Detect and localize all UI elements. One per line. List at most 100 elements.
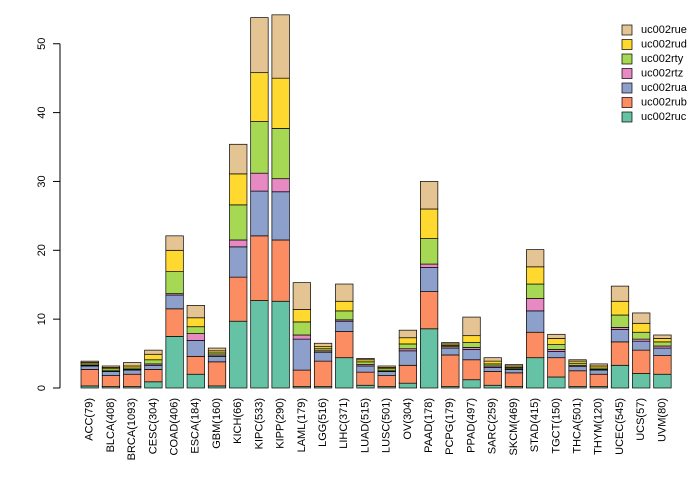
bar-segment-uc002rua — [441, 347, 460, 356]
legend-label: uc002rud — [641, 38, 687, 50]
bar-segment-uc002rue — [186, 305, 205, 319]
bar-segment-uc002rtz — [229, 239, 248, 248]
bar-segment-uc002rud — [165, 249, 184, 272]
legend-item-uc002rub: uc002rub — [621, 96, 687, 108]
y-tick-label: 50 — [36, 38, 48, 50]
bar-segment-uc002rty — [250, 121, 269, 174]
x-tick-label: LUSC(501) — [381, 398, 393, 453]
bar-kipc-533 — [250, 17, 269, 389]
x-tick-label: PPAD(497) — [465, 398, 477, 453]
bar-kich-66 — [229, 143, 248, 389]
bar-segment-uc002rua — [80, 365, 99, 370]
x-tick-label: CESC(304) — [147, 398, 159, 454]
bar-segment-uc002rue — [271, 14, 290, 79]
bar-segment-uc002rue — [483, 357, 502, 362]
x-tick-label: THCA(501) — [571, 398, 583, 454]
bar-segment-uc002rua — [165, 294, 184, 310]
bar-kipp-290 — [271, 14, 290, 389]
bar-segment-uc002rue — [80, 360, 99, 363]
bar-tgct-150 — [547, 333, 566, 389]
bar-ucec-545 — [610, 285, 630, 389]
bar-segment-uc002rua — [632, 340, 651, 351]
bar-segment-uc002rua — [356, 365, 375, 373]
bar-esca-184 — [186, 305, 205, 389]
bar-segment-uc002rtz — [271, 178, 290, 193]
x-tick-label: SKCM(469) — [508, 398, 520, 455]
bar-segment-uc002rua — [123, 369, 142, 375]
legend-label: uc002rty — [641, 53, 684, 65]
bar-segment-uc002rue — [462, 316, 481, 337]
y-axis: 0 10 20 30 40 50 — [36, 38, 61, 391]
x-axis-labels: ACC(79) BLCA(408) BRCA(1093) CESC(304) COAD(… — [84, 398, 669, 460]
bar-segment-uc002rub — [356, 371, 375, 386]
y-tick-label: 0 — [36, 385, 48, 391]
bar-segment-uc002rtz — [420, 263, 439, 268]
bar-segment-uc002rue — [101, 365, 121, 368]
bar-segment-uc002ruc — [462, 379, 481, 389]
bar-segment-uc002rty — [420, 238, 439, 265]
bar-segment-uc002ruc — [229, 320, 248, 389]
bar-segment-uc002rua — [568, 366, 587, 372]
x-tick-label: TGCT(150) — [550, 398, 562, 454]
bar-segment-uc002rua — [398, 350, 417, 366]
bar-segment-uc002rud — [144, 353, 163, 361]
bar-segment-uc002rud — [483, 360, 502, 365]
bar-segment-uc002rub — [313, 360, 333, 387]
bar-segment-uc002rud — [610, 300, 630, 316]
x-tick-label: KIPC(533) — [253, 398, 265, 449]
bar-segment-uc002rua — [292, 338, 311, 371]
bar-skcm-469 — [504, 364, 524, 389]
bar-segment-uc002rub — [377, 375, 396, 387]
bar-segment-uc002rub — [144, 369, 163, 383]
bar-pcpg-179 — [441, 342, 460, 389]
bar-segment-uc002rud — [653, 338, 672, 343]
bar-segment-uc002rub — [483, 371, 502, 386]
legend-label: uc002rua — [641, 82, 688, 94]
bar-segment-uc002rua — [483, 366, 502, 372]
y-tick-label: 10 — [36, 313, 48, 325]
bar-segment-uc002rub — [186, 355, 205, 375]
bar-segment-uc002ruc — [335, 357, 354, 389]
bar-uvm-80 — [653, 334, 672, 389]
legend-swatch — [621, 24, 633, 36]
bar-thym-120 — [589, 363, 608, 389]
bar-segment-uc002rub — [207, 361, 227, 387]
bar-gbm-160 — [207, 347, 227, 389]
bar-segment-uc002rty — [632, 331, 651, 340]
bar-thca-501 — [568, 359, 587, 389]
legend-label: uc002ruc — [641, 111, 687, 123]
bar-segment-uc002rua — [186, 340, 205, 357]
bar-segment-uc002ruc — [420, 328, 439, 389]
bar-segment-uc002rua — [207, 355, 227, 363]
x-tick-label: PCPG(179) — [444, 398, 456, 455]
bar-segment-uc002rub — [547, 357, 566, 378]
bar-segment-uc002rub — [504, 372, 524, 387]
bar-segment-uc002ruc — [271, 300, 290, 389]
bar-segment-uc002rub — [420, 291, 439, 330]
bar-segment-uc002rtz — [250, 172, 269, 192]
bar-segment-uc002rue — [653, 334, 672, 339]
bar-acc-79 — [80, 360, 99, 389]
bar-segment-uc002rud — [420, 208, 439, 239]
bar-segment-uc002ruc — [250, 300, 269, 389]
bar-segment-uc002rue — [398, 329, 417, 339]
x-tick-label: UCS(57) — [635, 398, 647, 441]
y-tick-label: 40 — [36, 106, 48, 118]
bar-segment-uc002rub — [653, 355, 672, 375]
bar-segment-uc002rua — [462, 349, 481, 361]
bar-segment-uc002rud — [398, 337, 417, 345]
bar-segment-uc002rty — [165, 271, 184, 295]
bar-coad-406 — [165, 235, 184, 389]
legend-swatch — [621, 68, 633, 79]
bar-segment-uc002rty — [398, 343, 417, 350]
bar-segment-uc002rud — [462, 335, 481, 343]
legend-item-uc002rue: uc002rue — [621, 24, 687, 36]
bar-segment-uc002rub — [589, 373, 608, 387]
bar-segment-uc002ruc — [526, 357, 545, 389]
bar-segment-uc002rud — [292, 309, 311, 323]
bars-group — [80, 14, 672, 389]
bar-segment-uc002rub — [229, 276, 248, 322]
bar-segment-uc002rub — [441, 354, 460, 387]
bar-segment-uc002rua — [420, 267, 439, 292]
bar-segment-uc002rue — [568, 359, 587, 362]
